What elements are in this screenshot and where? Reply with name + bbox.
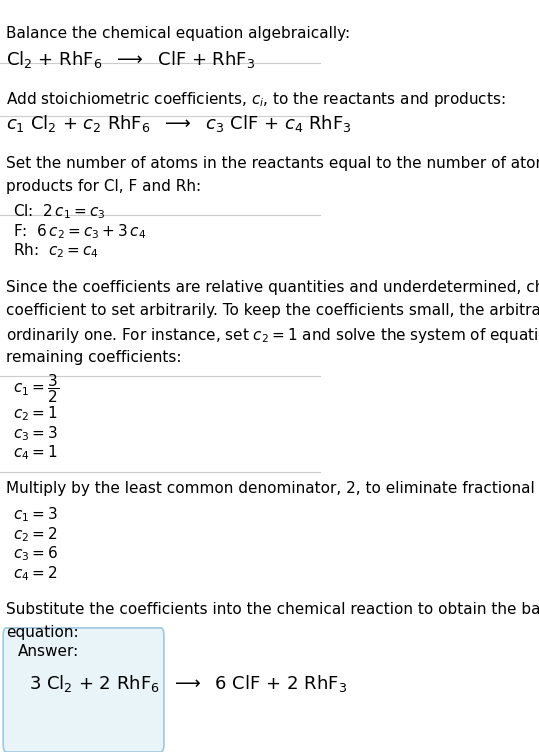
Text: $c_3 = 3$: $c_3 = 3$ bbox=[13, 424, 58, 443]
Text: $c_3 = 6$: $c_3 = 6$ bbox=[13, 544, 58, 563]
Text: Since the coefficients are relative quantities and underdetermined, choose a: Since the coefficients are relative quan… bbox=[6, 280, 539, 295]
Text: $c_1$ Cl$_2$ + $c_2$ RhF$_6$  $\longrightarrow$  $c_3$ ClF + $c_4$ RhF$_3$: $c_1$ Cl$_2$ + $c_2$ RhF$_6$ $\longright… bbox=[6, 113, 353, 134]
Text: Set the number of atoms in the reactants equal to the number of atoms in the: Set the number of atoms in the reactants… bbox=[6, 156, 539, 171]
Text: equation:: equation: bbox=[6, 625, 79, 640]
Text: products for Cl, F and Rh:: products for Cl, F and Rh: bbox=[6, 179, 202, 194]
Text: Add stoichiometric coefficients, $c_i$, to the reactants and products:: Add stoichiometric coefficients, $c_i$, … bbox=[6, 90, 506, 109]
Text: $c_1 = \dfrac{3}{2}$: $c_1 = \dfrac{3}{2}$ bbox=[13, 372, 59, 405]
Text: Rh:  $c_2 = c_4$: Rh: $c_2 = c_4$ bbox=[13, 241, 99, 260]
Text: $c_4 = 1$: $c_4 = 1$ bbox=[13, 444, 58, 462]
Text: 3 Cl$_2$ + 2 RhF$_6$  $\longrightarrow$  6 ClF + 2 RhF$_3$: 3 Cl$_2$ + 2 RhF$_6$ $\longrightarrow$ 6… bbox=[29, 673, 347, 694]
Text: F:  $6\,c_2 = c_3 + 3\,c_4$: F: $6\,c_2 = c_3 + 3\,c_4$ bbox=[13, 222, 146, 241]
Text: $c_1 = 3$: $c_1 = 3$ bbox=[13, 505, 58, 524]
Text: Answer:: Answer: bbox=[18, 644, 79, 660]
Text: ordinarily one. For instance, set $c_2 = 1$ and solve the system of equations fo: ordinarily one. For instance, set $c_2 =… bbox=[6, 326, 539, 345]
Text: $c_2 = 2$: $c_2 = 2$ bbox=[13, 525, 57, 544]
Text: Substitute the coefficients into the chemical reaction to obtain the balanced: Substitute the coefficients into the che… bbox=[6, 602, 539, 617]
Text: Multiply by the least common denominator, 2, to eliminate fractional coefficient: Multiply by the least common denominator… bbox=[6, 481, 539, 496]
Text: coefficient to set arbitrarily. To keep the coefficients small, the arbitrary va: coefficient to set arbitrarily. To keep … bbox=[6, 303, 539, 318]
Text: $c_2 = 1$: $c_2 = 1$ bbox=[13, 405, 58, 423]
Text: Cl$_2$ + RhF$_6$  $\longrightarrow$  ClF + RhF$_3$: Cl$_2$ + RhF$_6$ $\longrightarrow$ ClF +… bbox=[6, 49, 255, 70]
Text: $c_4 = 2$: $c_4 = 2$ bbox=[13, 564, 57, 583]
Text: remaining coefficients:: remaining coefficients: bbox=[6, 350, 182, 365]
FancyBboxPatch shape bbox=[3, 628, 164, 752]
Text: Cl:  $2\,c_1 = c_3$: Cl: $2\,c_1 = c_3$ bbox=[13, 202, 105, 221]
Text: Balance the chemical equation algebraically:: Balance the chemical equation algebraica… bbox=[6, 26, 350, 41]
